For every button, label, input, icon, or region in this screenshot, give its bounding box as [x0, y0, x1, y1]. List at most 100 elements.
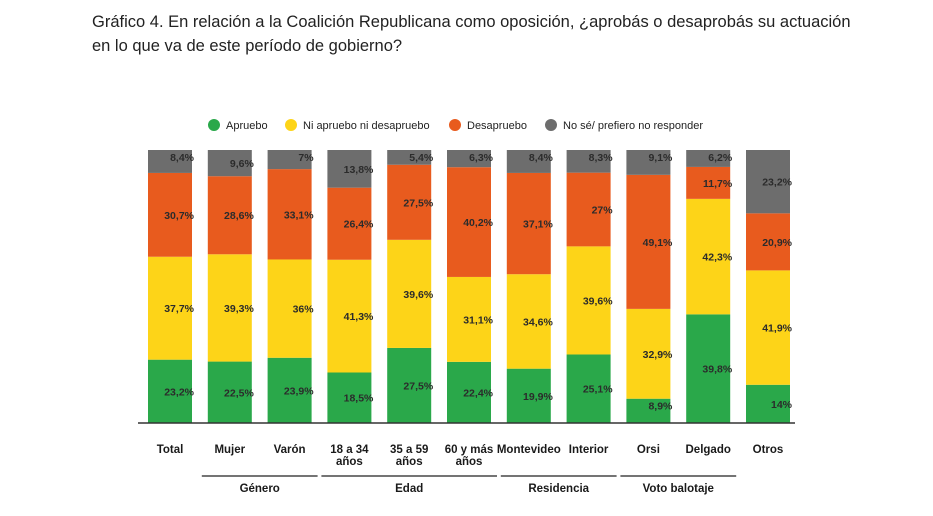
bar-segment: [566, 246, 611, 355]
category-label: 18 a 34 años: [330, 444, 369, 468]
bar-segment: [148, 256, 192, 360]
bar-column: 14% 41,9% 20,9% 23,2%: [746, 150, 793, 423]
category-label: Varón: [274, 444, 306, 456]
bar-value-label: 39,8%: [702, 364, 732, 376]
bar-value-label: 23,9%: [284, 385, 314, 397]
bar-value-label: 27,5%: [403, 197, 433, 209]
bar-value-label: 22,5%: [224, 387, 254, 399]
group-bracket: Edad: [321, 475, 497, 495]
bar-segment: [506, 172, 551, 275]
legend-item: Apruebo: [208, 119, 268, 132]
bar-value-label: 8,4%: [170, 152, 195, 164]
bar-value-label: 39,3%: [224, 303, 254, 315]
bar-segment: [387, 239, 432, 348]
bar-segment: [447, 167, 491, 277]
group-label: Género: [240, 483, 280, 495]
bar-value-label: 37,7%: [164, 303, 194, 315]
legend-swatch: [208, 119, 220, 131]
bar-segment: [148, 172, 192, 257]
category-label: Interior: [569, 444, 609, 456]
bar-segment: [387, 347, 432, 423]
bar-segment: [686, 150, 731, 167]
bar-value-label: 49,1%: [643, 237, 673, 249]
category-label: Delgado: [686, 444, 731, 456]
legend-item: Ni apruebo ni desapruebo: [285, 119, 430, 132]
legend-label: Apruebo: [226, 120, 268, 132]
bar-column: 25,1% 39,6% 27% 8,3%: [566, 150, 614, 423]
bar-segment: [267, 150, 312, 170]
bar-column: 8,9% 32,9% 49,1% 9,1%: [626, 150, 673, 423]
bar-column: 22,5% 39,3% 28,6% 9,6%: [207, 150, 255, 423]
bar-value-label: 32,9%: [643, 349, 673, 361]
legend-swatch: [449, 119, 461, 131]
legend-item: Desapruebo: [449, 119, 527, 132]
bar-value-label: 9,6%: [230, 158, 255, 170]
bar-segment: [566, 354, 611, 423]
bar-value-label: 36%: [293, 304, 315, 316]
bar-value-label: 8,4%: [529, 152, 554, 164]
bar-value-label: 5,4%: [409, 152, 434, 164]
bar-segment: [267, 259, 312, 358]
bars: 23,2% 37,7% 30,7% 8,4% 22,5% 39,3% 28,6% 9,6% 23…: [148, 150, 793, 423]
bar-value-label: 39,6%: [403, 289, 433, 301]
bar-value-label: 11,7%: [703, 178, 733, 190]
bar-value-label: 20,9%: [762, 237, 792, 249]
bar-segment: [447, 361, 491, 423]
bar-segment: [746, 384, 790, 423]
legend-label: No sé/ prefiero no responder: [563, 120, 703, 132]
group-labels: Género Edad Residencia Voto balotaje: [201, 475, 737, 495]
bar-segment: [626, 308, 671, 399]
bar-column: 23,2% 37,7% 30,7% 8,4%: [148, 150, 195, 423]
bar-segment: [327, 150, 372, 188]
legend-item: No sé/ prefiero no responder: [545, 119, 703, 132]
bar-column: 18,5% 41,3% 26,4% 13,8%: [327, 150, 374, 423]
bar-segment: [387, 150, 432, 165]
group-bracket: Voto balotaje: [620, 475, 737, 495]
group-bracket: Género: [201, 475, 318, 495]
bar-value-label: 27%: [592, 205, 614, 217]
bar-segment: [327, 372, 372, 423]
bar-value-label: 23,2%: [164, 386, 194, 398]
bar-column: 19,9% 34,6% 37,1% 8,4%: [506, 150, 554, 423]
bar-value-label: 42,3%: [702, 252, 732, 264]
bar-value-label: 34,6%: [523, 316, 553, 328]
bar-segment: [207, 361, 252, 423]
bar-value-label: 39,6%: [583, 295, 613, 307]
category-label: Montevideo: [497, 444, 561, 456]
bar-column: 22,4% 31,1% 40,2% 6,3%: [447, 150, 494, 423]
bar-value-label: 6,2%: [708, 152, 733, 164]
bar-value-label: 18,5%: [344, 393, 374, 405]
bar-value-label: 14%: [771, 399, 793, 411]
bar-value-label: 7%: [298, 152, 314, 164]
bar-value-label: 27,5%: [403, 380, 433, 392]
bar-column: 39,8% 42,3% 11,7% 6,2%: [686, 150, 733, 423]
bar-segment: [626, 174, 671, 309]
group-bracket: Residencia: [500, 475, 617, 495]
bar-value-label: 26,4%: [344, 219, 374, 231]
bar-segment: [626, 150, 671, 175]
bar-segment: [327, 187, 372, 260]
bar-segment: [566, 150, 611, 173]
category-label: Orsi: [637, 444, 660, 456]
bar-segment: [506, 150, 551, 173]
category-label: Total: [157, 444, 184, 456]
legend-label: Desapruebo: [467, 120, 527, 132]
legend-label: Ni apruebo ni desapruebo: [303, 120, 430, 132]
bar-value-label: 13,8%: [344, 164, 374, 176]
bar-segment: [506, 368, 551, 423]
bar-column: 23,9% 36% 33,1% 7%: [267, 150, 315, 423]
bar-value-label: 33,1%: [284, 209, 314, 221]
bar-value-label: 8,3%: [589, 152, 614, 164]
bar-value-label: 37,1%: [523, 219, 553, 231]
bar-value-label: 22,4%: [463, 387, 493, 399]
category-label: 60 y más años: [445, 444, 494, 468]
legend-swatch: [285, 119, 297, 131]
legend: Apruebo Ni apruebo ni desapruebo Desaprueb…: [208, 119, 703, 132]
bar-segment: [686, 166, 731, 199]
category-label: 35 a 59 años: [390, 444, 428, 468]
bar-value-label: 23,2%: [762, 177, 792, 189]
group-label: Voto balotaje: [643, 483, 714, 495]
group-label: Edad: [395, 483, 423, 495]
bar-value-label: 8,9%: [648, 401, 673, 413]
bar-value-label: 25,1%: [583, 384, 613, 396]
